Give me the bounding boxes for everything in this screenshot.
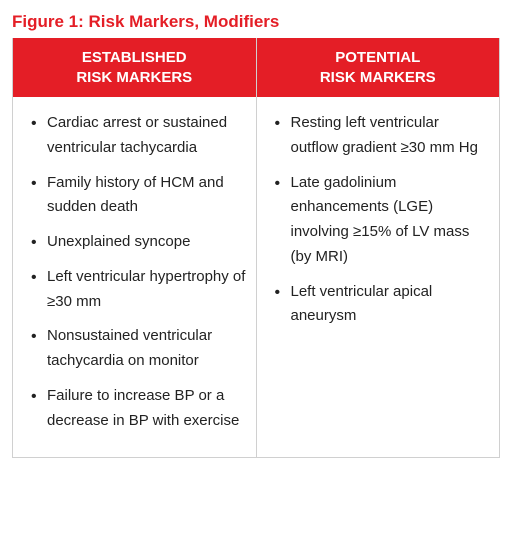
column-potential: POTENTIAL RISK MARKERS Resting left vent…: [257, 38, 500, 457]
list-item: Nonsustained ventricular tachycardia on …: [31, 324, 246, 374]
column-header-potential: POTENTIAL RISK MARKERS: [257, 38, 500, 97]
list-item: Family history of HCM and sudden death: [31, 171, 246, 221]
list-item: Cardiac arrest or sustained ventricular …: [31, 111, 246, 161]
list-item: Unexplained syncope: [31, 230, 246, 255]
list-item: Left ventricular hypertrophy of ≥30 mm: [31, 265, 246, 315]
figure-title: Figure 1: Risk Markers, Modifiers: [12, 12, 500, 32]
column-body-potential: Resting left ventricular outflow gradien…: [257, 97, 500, 353]
risk-markers-table: ESTABLISHED RISK MARKERS Cardiac arrest …: [12, 38, 500, 458]
column-established: ESTABLISHED RISK MARKERS Cardiac arrest …: [13, 38, 257, 457]
list-item: Resting left ventricular outflow gradien…: [275, 111, 490, 161]
potential-list: Resting left ventricular outflow gradien…: [275, 111, 490, 329]
list-item: Left ventricular apical aneurysm: [275, 280, 490, 330]
column-header-established: ESTABLISHED RISK MARKERS: [13, 38, 256, 97]
list-item: Failure to increase BP or a decrease in …: [31, 384, 246, 434]
column-body-established: Cardiac arrest or sustained ventricular …: [13, 97, 256, 457]
list-item: Late gadolinium enhancements (LGE) invol…: [275, 171, 490, 270]
established-list: Cardiac arrest or sustained ventricular …: [31, 111, 246, 433]
